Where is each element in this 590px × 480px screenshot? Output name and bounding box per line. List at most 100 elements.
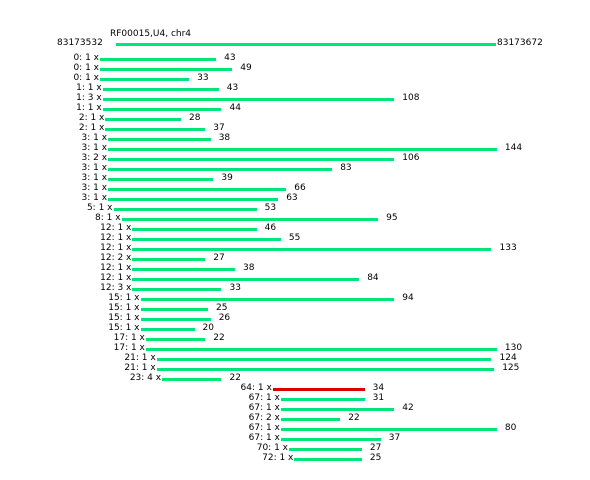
read-length-label: 125	[502, 363, 520, 373]
read-length-label: 22	[229, 373, 241, 383]
read-label: 12: 1 x	[100, 273, 132, 283]
read-row: 12: 2 x 27	[0, 253, 590, 263]
read-length-label: 106	[402, 153, 420, 163]
read-row: 21: 1 x 125	[0, 363, 590, 373]
read-label: 67: 1 x	[248, 403, 280, 413]
read-label: 2: 1 x	[78, 123, 105, 133]
read-length-label: 25	[369, 453, 382, 463]
read-length-label: 20	[202, 323, 214, 333]
read-length-label: 33	[197, 73, 209, 83]
read-label: 12: 1 x	[100, 263, 132, 273]
read-length-label: 42	[402, 403, 414, 413]
read-length-label: 108	[402, 93, 420, 103]
read-label: 67: 1 x	[248, 433, 280, 443]
read-length-label: 83	[340, 163, 352, 173]
read-label: 12: 1 x	[100, 233, 132, 243]
read-bar	[140, 298, 395, 301]
read-length-label: 34	[372, 383, 385, 393]
read-bar	[132, 278, 360, 281]
read-row: 2: 1 x 37	[0, 123, 590, 133]
read-bar	[132, 268, 235, 271]
read-label: 1: 1 x	[76, 83, 102, 93]
read-label: 3: 1 x	[81, 193, 108, 203]
read-row: 0: 1 x 49	[0, 63, 590, 73]
read-bar	[145, 338, 206, 341]
read-length-label: 55	[288, 233, 301, 243]
read-label: 0: 1 x	[73, 53, 99, 63]
read-row: 23: 4 x 22	[0, 373, 590, 383]
read-row: 17: 1 x 22	[0, 333, 590, 343]
read-bar	[105, 118, 181, 121]
read-bar	[132, 228, 257, 231]
read-row: 8: 1 x 95	[0, 213, 590, 223]
read-bar	[280, 428, 497, 431]
read-label: 1: 3 x	[76, 93, 102, 103]
read-label: 67: 1 x	[248, 423, 280, 433]
read-row: 70: 1 x 27	[0, 443, 590, 453]
read-length-label: 84	[367, 273, 379, 283]
read-row: 1: 1 x 43	[0, 83, 590, 93]
read-length-label: 33	[229, 283, 241, 293]
read-row: 67: 1 x 31	[0, 393, 590, 403]
read-bar	[280, 398, 365, 401]
read-bar	[102, 88, 219, 91]
read-length-label: 63	[286, 193, 298, 203]
read-length-label: 66	[294, 183, 306, 193]
read-bar	[280, 418, 341, 421]
read-label: 23: 4 x	[129, 373, 162, 383]
read-row: 12: 1 x 38	[0, 263, 590, 273]
read-bar	[280, 438, 381, 441]
read-bar	[108, 178, 214, 181]
read-row: 72: 1 x 25	[0, 453, 590, 463]
read-row: 12: 1 x 84	[0, 273, 590, 283]
read-label: 15: 1 x	[108, 293, 140, 303]
read-row: 67: 2 x 22	[0, 413, 590, 423]
read-row: 1: 1 x 44	[0, 103, 590, 113]
read-length-label: 37	[213, 123, 225, 133]
read-label: 12: 1 x	[100, 223, 132, 233]
read-row: 5: 1 x 53	[0, 203, 590, 213]
read-bar-highlighted	[272, 388, 365, 391]
read-length-label: 130	[504, 343, 523, 353]
read-label: 3: 1 x	[81, 183, 108, 193]
read-label: 0: 1 x	[73, 73, 99, 83]
read-row: 12: 1 x 55	[0, 233, 590, 243]
read-row: 17: 1 x 130	[0, 343, 590, 353]
read-bar	[100, 78, 190, 81]
read-length-label: 31	[372, 393, 385, 403]
read-bar	[140, 308, 208, 311]
read-row: 3: 1 x 144	[0, 143, 590, 153]
read-row: 67: 1 x 37	[0, 433, 590, 443]
read-length-label: 28	[189, 113, 201, 123]
read-length-label: 43	[226, 83, 239, 93]
read-row: 3: 1 x 38	[0, 133, 590, 143]
read-label: 15: 1 x	[108, 313, 140, 323]
read-length-label: 133	[499, 243, 517, 253]
read-label: 64: 1 x	[240, 383, 272, 393]
read-row: 67: 1 x 80	[0, 423, 590, 433]
read-length-label: 44	[229, 103, 241, 113]
read-row: 2: 1 x 28	[0, 113, 590, 123]
read-length-label: 46	[264, 223, 277, 233]
read-bar	[102, 108, 222, 111]
read-bar	[140, 328, 195, 331]
read-bar	[132, 258, 206, 261]
read-length-label: 27	[369, 443, 382, 453]
read-bar	[132, 238, 281, 241]
read-bar	[100, 68, 233, 71]
read-label: 3: 1 x	[81, 143, 108, 153]
read-row: 15: 1 x 94	[0, 293, 590, 303]
read-bar	[108, 198, 279, 201]
read-label: 1: 1 x	[76, 103, 102, 113]
read-length-label: 27	[213, 253, 225, 263]
read-label: 8: 1 x	[95, 213, 121, 223]
read-row: 3: 1 x 63	[0, 193, 590, 203]
reference-end-coordinate: 83173672	[497, 38, 543, 48]
read-row: 15: 1 x 25	[0, 303, 590, 313]
read-bar	[108, 168, 333, 171]
read-label: 3: 1 x	[81, 163, 108, 173]
read-bar	[289, 448, 362, 451]
read-length-label: 22	[348, 413, 360, 423]
read-length-label: 39	[221, 173, 233, 183]
read-label: 17: 1 x	[113, 333, 145, 343]
